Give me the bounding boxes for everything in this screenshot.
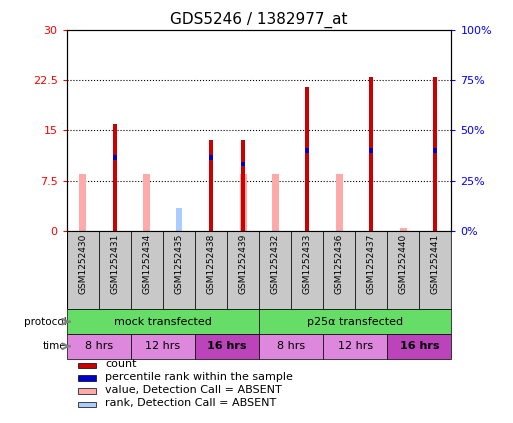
- Bar: [369, 77, 373, 231]
- Bar: [241, 140, 245, 231]
- Text: GSM1252431: GSM1252431: [110, 233, 120, 294]
- Bar: [433, 77, 437, 231]
- Bar: [241, 162, 245, 166]
- Bar: [240, 174, 247, 231]
- Text: protocol: protocol: [24, 317, 67, 327]
- Text: 16 hrs: 16 hrs: [400, 341, 439, 351]
- Bar: [67, 309, 259, 334]
- Bar: [387, 231, 420, 309]
- Bar: [420, 231, 451, 309]
- Bar: [195, 334, 259, 359]
- Text: GSM1252430: GSM1252430: [78, 233, 87, 294]
- Text: 16 hrs: 16 hrs: [207, 341, 247, 351]
- Bar: [78, 363, 95, 368]
- Text: GSM1252435: GSM1252435: [174, 233, 184, 294]
- Text: p25α transfected: p25α transfected: [307, 317, 403, 327]
- Bar: [305, 87, 309, 231]
- Bar: [355, 231, 387, 309]
- Bar: [176, 208, 182, 231]
- Bar: [195, 231, 227, 309]
- Bar: [98, 231, 131, 309]
- Bar: [67, 231, 98, 309]
- Text: GSM1252434: GSM1252434: [142, 233, 151, 294]
- Bar: [323, 231, 355, 309]
- Bar: [323, 334, 387, 359]
- Text: GSM1252436: GSM1252436: [334, 233, 344, 294]
- Bar: [78, 402, 95, 407]
- Text: value, Detection Call = ABSENT: value, Detection Call = ABSENT: [105, 385, 282, 395]
- Bar: [209, 155, 213, 159]
- Text: GSM1252432: GSM1252432: [270, 233, 280, 294]
- Bar: [336, 174, 343, 231]
- Bar: [433, 148, 437, 153]
- Bar: [163, 231, 195, 309]
- Text: rank, Detection Call = ABSENT: rank, Detection Call = ABSENT: [105, 398, 277, 408]
- Bar: [79, 174, 86, 231]
- Text: 8 hrs: 8 hrs: [277, 341, 305, 351]
- Text: GSM1252438: GSM1252438: [206, 233, 215, 294]
- Bar: [369, 148, 373, 153]
- Bar: [227, 231, 259, 309]
- Bar: [271, 174, 279, 231]
- Bar: [259, 231, 291, 309]
- Text: GSM1252437: GSM1252437: [367, 233, 376, 294]
- Text: GSM1252441: GSM1252441: [431, 233, 440, 294]
- Text: percentile rank within the sample: percentile rank within the sample: [105, 372, 293, 382]
- Bar: [78, 375, 95, 381]
- Text: GSM1252439: GSM1252439: [239, 233, 248, 294]
- Bar: [209, 140, 213, 231]
- Bar: [400, 228, 407, 231]
- Bar: [113, 155, 116, 159]
- Text: 8 hrs: 8 hrs: [85, 341, 113, 351]
- Title: GDS5246 / 1382977_at: GDS5246 / 1382977_at: [170, 12, 348, 28]
- Text: 12 hrs: 12 hrs: [145, 341, 181, 351]
- Bar: [259, 334, 323, 359]
- Text: mock transfected: mock transfected: [114, 317, 212, 327]
- Bar: [131, 231, 163, 309]
- Bar: [78, 388, 95, 394]
- Text: 12 hrs: 12 hrs: [338, 341, 373, 351]
- Bar: [305, 148, 309, 153]
- Bar: [387, 334, 451, 359]
- Bar: [143, 174, 150, 231]
- Bar: [131, 334, 195, 359]
- Bar: [113, 124, 116, 231]
- Text: count: count: [105, 359, 136, 369]
- Text: GSM1252440: GSM1252440: [399, 233, 408, 294]
- Bar: [259, 309, 451, 334]
- Text: time: time: [43, 341, 67, 351]
- Text: GSM1252433: GSM1252433: [303, 233, 312, 294]
- Bar: [291, 231, 323, 309]
- Bar: [67, 334, 131, 359]
